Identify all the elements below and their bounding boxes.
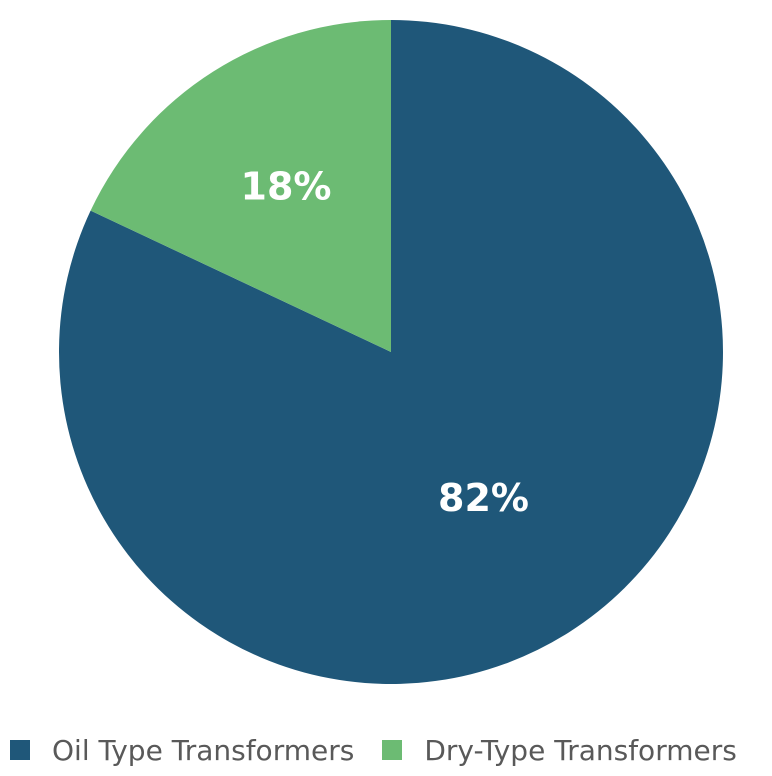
- legend-item-dry-type: Dry-Type Transformers: [382, 734, 737, 767]
- pie-slice-dry-type-transformers: [90, 20, 392, 352]
- legend-label-oil-type: Oil Type Transformers: [52, 733, 355, 767]
- pie-label-oil-type-transformers: 82%: [438, 476, 529, 520]
- pie-slices: [58, 20, 723, 684]
- legend: Oil Type Transformers Dry-Type Transform…: [0, 730, 772, 770]
- legend-swatch-oil-type: [10, 740, 30, 760]
- pie-labels: 82% 18%: [241, 165, 529, 520]
- pie-label-dry-type-transformers: 18%: [241, 165, 332, 209]
- pie-chart: 82% 18%: [58, 20, 723, 684]
- legend-label-dry-type: Dry-Type Transformers: [424, 733, 737, 767]
- legend-swatch-dry-type: [382, 740, 403, 760]
- pie-slice-oil-type-transformers: [58, 20, 723, 684]
- legend-item-oil-type: Oil Type Transformers: [10, 734, 354, 767]
